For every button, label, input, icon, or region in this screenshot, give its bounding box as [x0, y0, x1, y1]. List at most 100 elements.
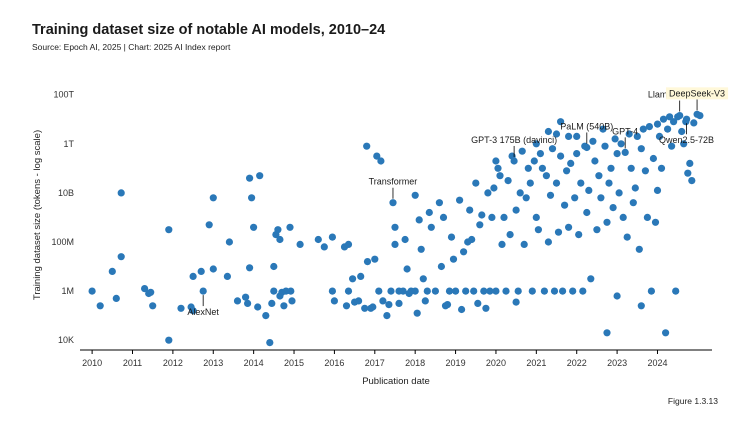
y-tick-label: 10B	[58, 188, 74, 198]
data-point	[268, 299, 276, 307]
data-point	[587, 275, 595, 283]
data-point	[603, 218, 611, 226]
data-point	[561, 201, 569, 209]
data-point	[528, 287, 536, 295]
data-point	[379, 297, 387, 305]
annotation-label: Transformer	[369, 177, 418, 187]
data-point	[391, 223, 399, 231]
data-point	[678, 127, 686, 136]
data-point	[117, 189, 125, 197]
data-point	[686, 159, 694, 167]
annotation-label: GPT-3 175B (davinci)	[471, 135, 557, 145]
data-point	[603, 329, 611, 337]
data-point	[108, 267, 116, 275]
data-point	[680, 140, 688, 148]
data-point	[542, 172, 551, 180]
data-point	[532, 140, 540, 148]
data-point	[468, 235, 476, 244]
data-point	[363, 258, 372, 266]
data-point	[522, 194, 530, 202]
data-point	[280, 302, 288, 310]
data-point	[550, 287, 559, 295]
data-point	[520, 240, 528, 248]
data-point	[88, 287, 96, 295]
data-point	[690, 119, 698, 127]
data-point	[627, 164, 635, 172]
data-point	[683, 115, 691, 123]
data-point	[532, 213, 540, 221]
data-point	[242, 293, 250, 301]
data-point	[538, 164, 547, 172]
data-point	[96, 302, 104, 310]
data-point	[688, 177, 696, 185]
data-point	[165, 226, 173, 234]
data-point	[439, 213, 448, 221]
annotation-label: PaLM (540B)	[560, 121, 613, 131]
data-point	[250, 223, 258, 231]
data-point	[565, 132, 573, 140]
data-point	[676, 112, 684, 120]
data-point	[492, 287, 500, 295]
data-point	[391, 240, 399, 248]
x-tick-label: 2013	[203, 358, 223, 368]
data-point	[460, 248, 468, 256]
data-point	[613, 150, 621, 158]
x-tick-label: 2022	[567, 358, 587, 368]
data-point	[573, 150, 581, 158]
data-point	[480, 287, 488, 295]
data-point	[425, 208, 433, 217]
data-point	[575, 231, 583, 239]
data-point	[248, 194, 256, 202]
data-point	[583, 208, 591, 217]
data-point	[647, 287, 656, 295]
data-point	[375, 287, 383, 295]
data-point	[565, 223, 573, 231]
data-point	[363, 142, 371, 150]
data-point	[516, 189, 524, 197]
data-point	[601, 142, 609, 150]
data-point	[476, 221, 484, 229]
annotation-label: AlexNet	[187, 307, 219, 317]
data-point	[488, 213, 496, 221]
data-point	[597, 194, 605, 202]
x-tick-label: 2012	[163, 358, 183, 368]
data-point	[530, 157, 538, 165]
data-point	[659, 115, 668, 123]
data-point	[672, 287, 680, 295]
data-point	[536, 150, 545, 158]
data-point	[504, 177, 512, 185]
data-point	[684, 169, 692, 177]
data-point	[512, 206, 520, 214]
data-point	[579, 287, 587, 295]
data-point	[625, 130, 633, 138]
data-point	[524, 164, 532, 172]
data-point	[670, 118, 678, 126]
data-point	[563, 167, 571, 175]
data-point	[361, 304, 369, 312]
data-point	[344, 240, 353, 248]
data-point	[593, 226, 601, 234]
data-point	[474, 299, 482, 307]
data-point	[383, 312, 391, 320]
y-tick-label: 1M	[61, 286, 74, 296]
data-point	[225, 238, 233, 246]
x-tick-label: 2015	[284, 358, 304, 368]
data-point	[417, 245, 425, 253]
data-point	[591, 157, 599, 165]
data-point	[655, 132, 664, 140]
data-point	[613, 292, 621, 300]
annotation-label: Qwen2.5-72B	[659, 135, 714, 145]
data-point	[165, 336, 173, 344]
data-point	[557, 152, 565, 160]
data-point	[662, 329, 670, 337]
data-point	[641, 167, 650, 175]
data-point	[197, 267, 205, 275]
data-point	[557, 118, 565, 126]
data-point	[496, 172, 504, 180]
data-point	[246, 264, 254, 272]
data-point	[605, 179, 613, 187]
data-point	[205, 221, 213, 229]
data-point	[395, 299, 403, 307]
data-point	[619, 213, 627, 221]
data-point	[419, 275, 427, 283]
